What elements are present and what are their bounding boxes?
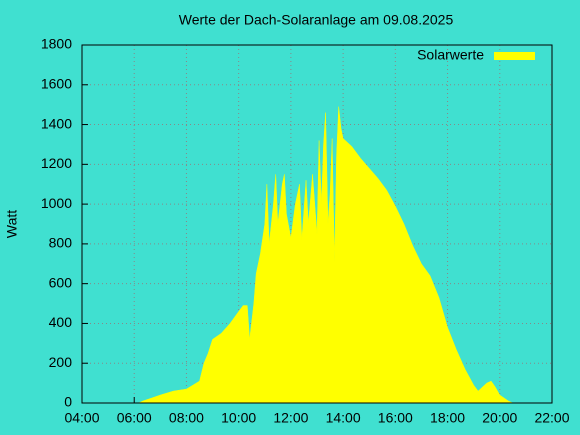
y-axis-label: Watt — [4, 210, 20, 238]
chart-title: Werte der Dach-Solaranlage am 09.08.2025 — [179, 12, 454, 28]
y-tick-label: 1000 — [41, 195, 72, 211]
y-tick-label: 1200 — [41, 155, 72, 171]
y-tick-label: 1400 — [41, 115, 72, 131]
x-tick-label: 22:00 — [534, 410, 569, 426]
y-tick-label: 1600 — [41, 75, 72, 91]
y-tick-label: 800 — [49, 235, 73, 251]
x-tick-label: 06:00 — [117, 410, 152, 426]
area — [138, 106, 513, 404]
x-tick-label: 14:00 — [326, 410, 361, 426]
y-tick-label: 1800 — [41, 36, 72, 52]
x-tick-label: 18:00 — [430, 410, 465, 426]
y-tick-label: 600 — [49, 274, 73, 290]
x-tick-label: 08:00 — [169, 410, 204, 426]
x-tick-label: 12:00 — [273, 410, 308, 426]
plot-border — [81, 44, 553, 404]
x-tick-label: 04:00 — [64, 410, 99, 426]
legend-swatch — [494, 52, 535, 60]
x-tick-label: 20:00 — [482, 410, 517, 426]
y-tick-label: 400 — [49, 314, 73, 330]
y-tick-label: 200 — [49, 354, 73, 370]
legend-label: Solarwerte — [417, 47, 484, 63]
y-tick-label: 0 — [64, 394, 72, 410]
x-tick-label: 16:00 — [378, 410, 413, 426]
x-tick-label: 10:00 — [221, 410, 256, 426]
